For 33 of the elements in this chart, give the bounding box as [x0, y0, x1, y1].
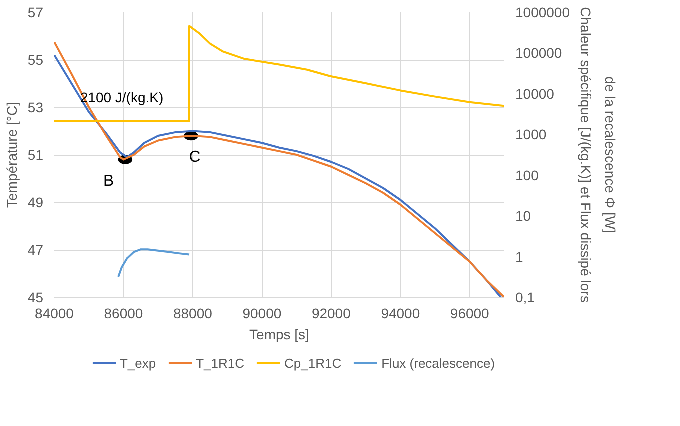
- x-tick-label: 96000: [450, 306, 490, 322]
- y-axis-title: Température [°C]: [4, 102, 20, 208]
- y2-tick-label: 10000: [516, 86, 555, 102]
- y-tick-label: 57: [28, 4, 44, 20]
- line-series: [118, 248, 190, 278]
- legend-label: Flux (recalescence): [382, 356, 496, 370]
- x-tick-label: 84000: [35, 306, 74, 322]
- y-tick-label: 47: [28, 242, 44, 258]
- legend-label: T_exp: [120, 356, 156, 370]
- y-tick-label: 49: [28, 194, 44, 210]
- annotation: C: [189, 149, 201, 166]
- y-tick-label: 55: [28, 52, 44, 68]
- legend-label: T_1R1C: [196, 356, 245, 370]
- y2-tick-label: 10: [516, 208, 532, 224]
- x-axis-title: Temps [s]: [250, 326, 310, 342]
- y2-tick-label: 1: [516, 248, 524, 265]
- y-tick-label: 51: [28, 147, 44, 163]
- legend-label: Cp_1R1C: [284, 356, 342, 370]
- x-tick-label: 86000: [104, 306, 144, 322]
- y2-tick-label: 100000: [516, 45, 562, 62]
- y2-tick-label: 1000: [516, 126, 547, 143]
- y2-axis-title: Chaleur spécifique [J/(kg.K)] et Flux dissipé lors de la recalescence Φ [W]: [578, 7, 618, 303]
- y-tick-label: 45: [28, 290, 44, 306]
- y-tick-label: 53: [28, 100, 44, 116]
- y2-tick-label: 1000000: [516, 4, 570, 20]
- line-series: [54, 25, 504, 123]
- y2-tick-label: 0,1: [516, 290, 536, 306]
- y2-tick-label: 100: [516, 167, 540, 184]
- x-tick-label: 88000: [173, 306, 213, 322]
- x-tick-label: 92000: [312, 306, 352, 322]
- x-tick-label: 94000: [381, 306, 420, 322]
- x-tick-label: 90000: [242, 306, 282, 322]
- annotation: B: [103, 172, 114, 190]
